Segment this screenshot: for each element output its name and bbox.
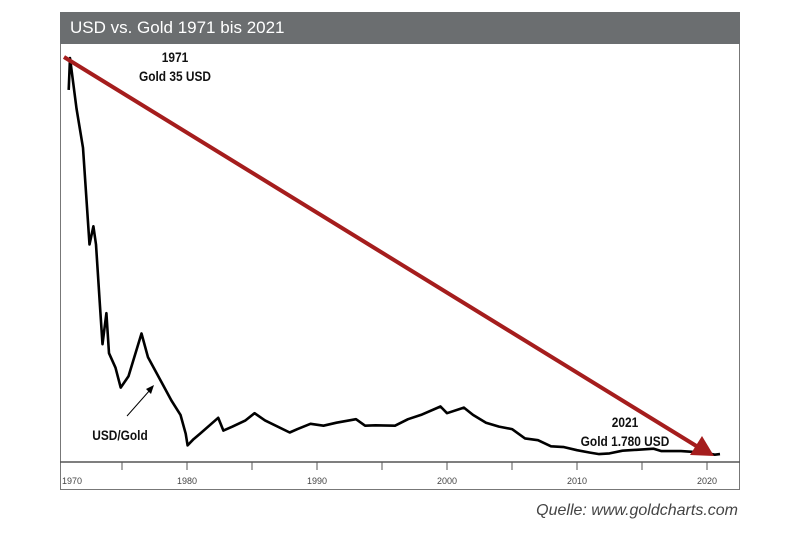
series-pointer-line (126, 389, 151, 417)
x-tick-label: 2000 (437, 476, 457, 486)
trend-arrow-line (62, 55, 700, 449)
x-tick-label: 1980 (177, 476, 197, 486)
end-year-label: 2021 (611, 414, 639, 430)
series-pointer-head (146, 385, 154, 394)
start-annotation: 1971 Gold 35 USD (128, 48, 222, 86)
trend-arrow-head (690, 436, 714, 456)
end-price-label: Gold 1.780 USD (580, 433, 670, 449)
plot-frame (60, 44, 740, 490)
series-label: USD/Gold (92, 427, 148, 443)
x-tick-label: 2020 (697, 476, 717, 486)
start-price-label: Gold 35 USD (138, 68, 212, 84)
usd-gold-line (67, 56, 721, 457)
x-tick-label: 2010 (567, 476, 587, 486)
x-tick-label: 1970 (62, 476, 82, 486)
x-tick-label: 1990 (307, 476, 327, 486)
start-year-label: 1971 (161, 49, 189, 65)
source-label: Quelle: www.goldcharts.com (536, 502, 738, 519)
chart-title: USD vs. Gold 1971 bis 2021 (60, 12, 740, 44)
end-annotation: 2021 Gold 1.780 USD (570, 413, 681, 451)
